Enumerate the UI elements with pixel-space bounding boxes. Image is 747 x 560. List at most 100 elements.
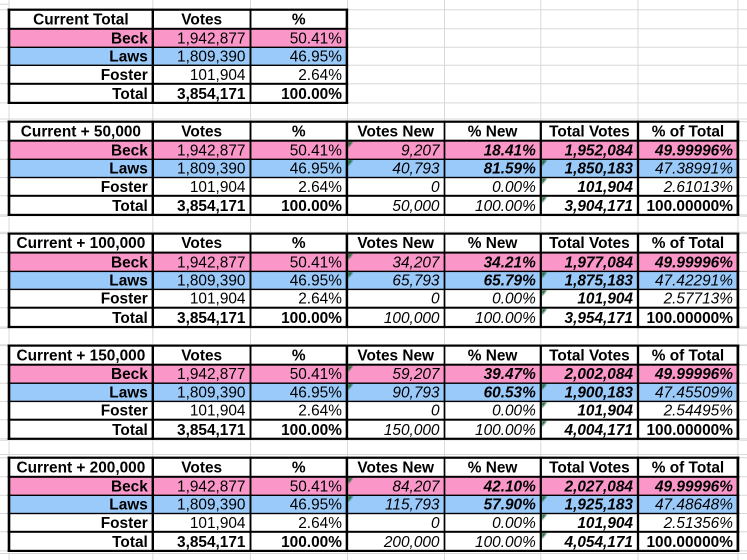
svg-text:50.41%: 50.41% (290, 366, 343, 383)
svg-text:2,002,084: 2,002,084 (564, 366, 634, 383)
svg-text:3,854,171: 3,854,171 (177, 422, 246, 439)
svg-text:3,854,171: 3,854,171 (177, 310, 246, 327)
svg-text:0: 0 (431, 515, 440, 532)
svg-text:Current Total: Current Total (33, 11, 128, 28)
svg-text:Beck: Beck (111, 478, 148, 495)
svg-text:Beck: Beck (111, 30, 148, 47)
svg-text:46.95%: 46.95% (290, 48, 343, 65)
svg-text:100,000: 100,000 (384, 310, 440, 327)
svg-text:3,854,171: 3,854,171 (177, 534, 246, 551)
svg-text:Votes New: Votes New (357, 235, 434, 252)
svg-text:Beck: Beck (111, 254, 148, 271)
svg-text:Total Votes: Total Votes (549, 123, 630, 140)
svg-text:50.41%: 50.41% (290, 142, 343, 159)
svg-text:Laws: Laws (109, 497, 148, 514)
svg-text:Total Votes: Total Votes (549, 235, 630, 252)
svg-text:Votes New: Votes New (357, 347, 434, 364)
svg-text:2.64%: 2.64% (298, 179, 342, 196)
svg-text:2.64%: 2.64% (298, 515, 342, 532)
svg-text:0.00%: 0.00% (492, 179, 536, 196)
svg-text:Votes: Votes (181, 123, 222, 140)
svg-text:1,809,390: 1,809,390 (177, 384, 245, 401)
svg-text:Total: Total (112, 86, 148, 103)
svg-text:3,904,171: 3,904,171 (565, 198, 633, 215)
svg-text:2.57713%: 2.57713% (663, 291, 734, 308)
svg-text:49.99996%: 49.99996% (654, 254, 733, 271)
svg-text:39.47%: 39.47% (484, 366, 537, 383)
svg-text:%: % (292, 123, 306, 140)
svg-text:Total: Total (112, 198, 148, 215)
svg-text:2.54495%: 2.54495% (663, 403, 734, 420)
svg-text:Votes: Votes (181, 11, 222, 28)
svg-text:49.99996%: 49.99996% (654, 478, 733, 495)
svg-text:% New: % New (468, 347, 518, 364)
svg-text:101,904: 101,904 (190, 67, 246, 84)
svg-text:100.00%: 100.00% (281, 310, 342, 327)
svg-text:101,904: 101,904 (577, 515, 633, 532)
svg-text:49.99996%: 49.99996% (654, 366, 733, 383)
svg-text:1,942,877: 1,942,877 (177, 30, 245, 47)
svg-text:100.00%: 100.00% (281, 198, 342, 215)
svg-text:1,809,390: 1,809,390 (177, 272, 245, 289)
svg-text:100.00%: 100.00% (475, 198, 536, 215)
svg-text:1,952,084: 1,952,084 (565, 142, 634, 159)
svg-text:100.00%: 100.00% (475, 310, 536, 327)
svg-text:1,875,183: 1,875,183 (565, 272, 634, 289)
svg-text:3,854,171: 3,854,171 (177, 86, 246, 103)
svg-text:100.00%: 100.00% (281, 534, 342, 551)
svg-text:Current + 100,000: Current + 100,000 (17, 235, 146, 252)
svg-text:2,027,084: 2,027,084 (564, 478, 634, 495)
svg-text:46.95%: 46.95% (290, 384, 343, 401)
svg-text:46.95%: 46.95% (290, 161, 343, 178)
svg-text:%: % (292, 11, 306, 28)
svg-text:57.90%: 57.90% (484, 497, 537, 514)
svg-text:4,054,171: 4,054,171 (564, 534, 633, 551)
svg-text:200,000: 200,000 (383, 534, 440, 551)
svg-text:34.21%: 34.21% (484, 254, 537, 271)
svg-text:1,925,183: 1,925,183 (565, 497, 634, 514)
svg-text:50.41%: 50.41% (290, 478, 343, 495)
svg-text:0: 0 (431, 403, 440, 420)
svg-text:101,904: 101,904 (190, 403, 246, 420)
svg-text:65,793: 65,793 (392, 272, 440, 289)
svg-text:84,207: 84,207 (392, 478, 441, 495)
svg-text:% of Total: % of Total (652, 459, 724, 476)
svg-text:1,809,390: 1,809,390 (177, 497, 245, 514)
svg-text:47.42291%: 47.42291% (655, 272, 733, 289)
svg-text:100.00%: 100.00% (475, 534, 536, 551)
svg-text:46.95%: 46.95% (290, 272, 343, 289)
svg-text:Total: Total (112, 422, 148, 439)
svg-text:0.00%: 0.00% (492, 291, 536, 308)
svg-text:1,942,877: 1,942,877 (177, 142, 245, 159)
svg-text:150,000: 150,000 (384, 422, 440, 439)
svg-text:1,942,877: 1,942,877 (177, 366, 245, 383)
svg-text:Total: Total (112, 310, 148, 327)
svg-text:47.48648%: 47.48648% (655, 497, 733, 514)
svg-text:Current + 50,000: Current + 50,000 (21, 123, 141, 140)
svg-text:Current + 200,000: Current + 200,000 (17, 459, 146, 476)
svg-text:42.10%: 42.10% (483, 478, 537, 495)
svg-text:47.38991%: 47.38991% (655, 161, 733, 178)
svg-text:% of Total: % of Total (652, 123, 724, 140)
svg-text:2.51356%: 2.51356% (663, 515, 734, 532)
svg-text:1,977,084: 1,977,084 (565, 254, 634, 271)
svg-text:% New: % New (468, 123, 518, 140)
svg-text:% New: % New (468, 459, 518, 476)
svg-text:100.00000%: 100.00000% (646, 310, 733, 327)
svg-text:Foster: Foster (101, 67, 148, 84)
svg-text:Foster: Foster (101, 403, 148, 420)
svg-text:101,904: 101,904 (577, 179, 633, 196)
svg-text:100.00000%: 100.00000% (646, 422, 733, 439)
svg-text:Votes New: Votes New (357, 459, 434, 476)
svg-text:0: 0 (431, 179, 440, 196)
svg-text:100.00%: 100.00% (475, 422, 536, 439)
svg-text:Beck: Beck (111, 142, 148, 159)
svg-text:4,004,171: 4,004,171 (564, 422, 633, 439)
svg-text:%: % (292, 235, 306, 252)
svg-text:65.79%: 65.79% (484, 272, 537, 289)
svg-text:3,954,171: 3,954,171 (565, 310, 633, 327)
svg-text:115,793: 115,793 (385, 497, 440, 514)
svg-text:0.00%: 0.00% (492, 403, 536, 420)
svg-text:34,207: 34,207 (392, 254, 441, 271)
svg-text:90,793: 90,793 (392, 384, 440, 401)
